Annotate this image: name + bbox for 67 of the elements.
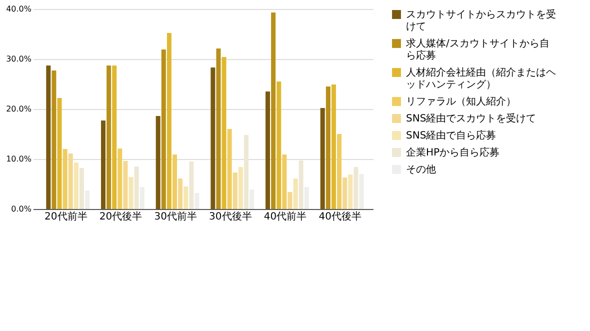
x-tick-label: 40代後半 bbox=[318, 210, 362, 222]
bar bbox=[74, 162, 78, 209]
x-tick-label: 40代前半 bbox=[264, 210, 307, 222]
bar bbox=[172, 154, 177, 209]
bar bbox=[106, 66, 112, 209]
bar bbox=[354, 167, 358, 209]
bar bbox=[276, 82, 282, 209]
bar bbox=[216, 48, 221, 209]
legend-label: SNS経由でスカウトを受けて bbox=[406, 112, 536, 124]
bar bbox=[118, 148, 122, 209]
bar bbox=[52, 70, 56, 209]
bar bbox=[282, 154, 287, 209]
bar bbox=[227, 129, 232, 209]
legend-label: リファラル（知人紹介） bbox=[406, 96, 516, 108]
bar bbox=[46, 66, 51, 209]
bar bbox=[359, 174, 364, 209]
bar bbox=[166, 33, 172, 209]
bar bbox=[331, 84, 336, 209]
bar bbox=[68, 154, 73, 209]
bar bbox=[320, 108, 325, 209]
bar bbox=[134, 166, 139, 209]
bar bbox=[293, 178, 298, 209]
bar bbox=[337, 134, 342, 209]
bar bbox=[57, 98, 62, 209]
legend-label: その他 bbox=[406, 164, 436, 176]
bar bbox=[210, 68, 216, 209]
x-tick-label: 20代前半 bbox=[44, 210, 88, 222]
x-tick-label: 30代後半 bbox=[209, 210, 252, 222]
bar bbox=[194, 193, 200, 209]
bar bbox=[112, 66, 117, 209]
bar bbox=[271, 12, 276, 209]
bar bbox=[184, 186, 188, 209]
bar bbox=[348, 174, 353, 209]
bar bbox=[304, 187, 309, 209]
y-tick-label: 30.0% bbox=[6, 54, 32, 64]
legend-label: SNS経由で自ら応募 bbox=[406, 130, 496, 142]
x-tick-label: 30代前半 bbox=[154, 210, 197, 222]
bar bbox=[161, 50, 166, 209]
bar bbox=[79, 168, 84, 209]
bar bbox=[326, 86, 330, 209]
bar bbox=[232, 172, 238, 209]
bar bbox=[189, 162, 194, 209]
bar bbox=[222, 57, 226, 209]
bar bbox=[178, 178, 183, 209]
y-tick-label: 10.0% bbox=[6, 154, 32, 164]
bar bbox=[288, 192, 292, 209]
bar bbox=[298, 160, 304, 209]
bar bbox=[128, 177, 134, 209]
y-tick-label: 40.0% bbox=[6, 4, 32, 14]
bar bbox=[342, 178, 348, 209]
legend-label: スカウトサイトからスカウトを受けて bbox=[406, 8, 556, 32]
bar bbox=[62, 149, 68, 209]
bar bbox=[140, 187, 144, 209]
bar bbox=[85, 190, 90, 209]
bar bbox=[156, 116, 160, 209]
bar bbox=[101, 120, 106, 209]
bar bbox=[244, 135, 248, 209]
y-tick-label: 0.0% bbox=[11, 204, 32, 214]
bar bbox=[250, 190, 254, 209]
x-tick-label: 20代後半 bbox=[99, 210, 142, 222]
bar bbox=[266, 92, 270, 209]
bar bbox=[123, 161, 128, 209]
legend-label: 企業HPから自ら応募 bbox=[406, 146, 500, 158]
legend-label: 人材紹介会社経由（紹介またはヘッドハンティング） bbox=[406, 66, 556, 90]
legend-label: 求人媒体/スカウトサイトから自ら応募 bbox=[406, 38, 550, 62]
y-tick-label: 20.0% bbox=[6, 104, 32, 114]
bar bbox=[238, 167, 243, 209]
